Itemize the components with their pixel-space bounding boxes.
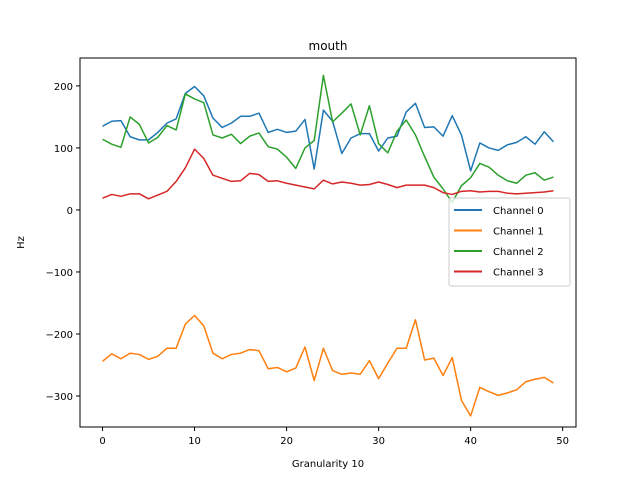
legend-entry: Channel 2 (493, 247, 544, 258)
x-axis: 0 10 20 30 40 50 (99, 427, 569, 447)
y-tick-label: −300 (46, 392, 73, 403)
series-line-channel-0 (102, 85, 554, 172)
y-tick-label: −100 (46, 268, 73, 279)
y-tick-label: 100 (54, 144, 73, 155)
x-tick-label: 50 (556, 436, 569, 447)
y-axis: −300 −200 −100 0 100 200 (46, 82, 80, 403)
y-tick-label: −200 (46, 330, 73, 341)
legend: Channel 0 Channel 1 Channel 2 Channel 3 (448, 197, 571, 287)
chart-title: mouth (309, 39, 348, 53)
x-tick-label: 0 (99, 436, 105, 447)
x-axis-label: Granularity 10 (292, 459, 364, 470)
legend-entry: Channel 3 (493, 268, 544, 279)
series-lines (102, 74, 554, 417)
legend-box (448, 197, 571, 287)
x-tick-label: 30 (372, 436, 385, 447)
axes-frame (79, 57, 577, 428)
series-line-channel-1 (102, 314, 554, 417)
legend-entry: Channel 1 (493, 227, 544, 238)
x-tick-label: 40 (464, 436, 477, 447)
x-tick-label: 10 (188, 436, 201, 447)
x-tick-label: 20 (280, 436, 293, 447)
y-tick-label: 200 (54, 82, 73, 93)
series-line-channel-3 (102, 148, 554, 200)
series-line-channel-2 (102, 74, 554, 204)
y-tick-label: 0 (67, 206, 73, 217)
legend-entry: Channel 0 (493, 206, 544, 217)
y-axis-label: Hz (16, 236, 27, 249)
